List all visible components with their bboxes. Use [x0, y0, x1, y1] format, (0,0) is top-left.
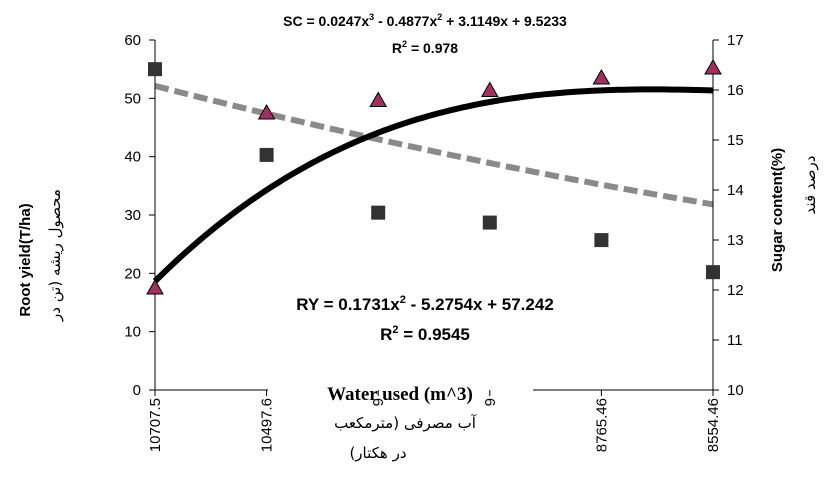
sugar-content-marker: [147, 280, 163, 294]
root-yield-marker: [594, 233, 608, 247]
root-yield-marker: [148, 62, 162, 76]
right-y-axis-title-farsi: درصد قند: [801, 156, 819, 215]
ry-equation: RY = 0.1731x2 - 5.2754x + 57.242: [296, 294, 554, 314]
sugar-content-marker: [705, 60, 721, 74]
root-yield-markers: [148, 62, 720, 279]
x-tick-label: 8554.46: [705, 398, 722, 452]
x-tick-label: 9: [482, 398, 499, 406]
x-axis-title-farsi: آب مصرفی (مترمکعب: [334, 414, 477, 432]
right-tick-label: 17: [727, 32, 744, 49]
left-tick-label: 50: [124, 90, 141, 107]
x-tick-label: 10497.6: [259, 398, 276, 452]
right-y-axis-title: Sugar content(%): [769, 148, 786, 272]
right-tick-label: 15: [727, 132, 744, 149]
x-axis-title: Water used (m^3): [327, 384, 473, 405]
left-tick-label: 10: [124, 324, 141, 341]
right-axis-ticks: 10 11 12 13 14 15 16 17: [713, 32, 744, 399]
left-tick-label: 20: [124, 265, 141, 282]
sc-r-squared: R2 = 0.978: [392, 39, 458, 56]
root-yield-trend-curve: [155, 86, 713, 204]
root-yield-marker: [260, 148, 274, 162]
left-tick-label: 30: [124, 207, 141, 224]
root-yield-marker: [706, 265, 720, 279]
right-tick-label: 10: [727, 382, 744, 399]
x-tick-label: 10707.5: [147, 398, 164, 452]
x-axis-title-farsi-2: در هکتار): [349, 444, 406, 462]
ry-r-squared: R2 = 0.9545: [380, 324, 470, 344]
right-tick-label: 16: [727, 82, 744, 99]
right-tick-label: 14: [727, 182, 744, 199]
root-yield-marker: [371, 206, 385, 220]
left-y-axis-title-farsi: محصول ریشه (تن در: [46, 189, 64, 322]
left-axis-ticks: 0 10 20 30 40 50 60: [124, 32, 155, 399]
left-tick-label: 60: [124, 32, 141, 49]
right-tick-label: 11: [727, 332, 743, 349]
right-tick-label: 13: [727, 232, 744, 249]
root-yield-trendline: [155, 86, 713, 204]
sc-equation: SC = 0.0247x3 - 0.4877x2 + 3.1149x + 9.5…: [283, 12, 567, 29]
x-tick-label: 8765.46: [593, 398, 610, 452]
right-tick-label: 12: [727, 282, 744, 299]
sugar-content-trendline: [155, 89, 713, 281]
sugar-content-marker: [370, 93, 386, 107]
sugar-content-markers: [147, 60, 721, 294]
sugar-content-marker: [482, 83, 498, 97]
sugar-content-marker: [593, 70, 609, 84]
left-tick-label: 40: [124, 149, 141, 166]
root-yield-marker: [483, 216, 497, 230]
left-y-axis-title: Root yield(T/ha): [17, 203, 34, 316]
sugar-content-trend-curve: [155, 89, 713, 281]
left-tick-label: 0: [133, 382, 141, 399]
